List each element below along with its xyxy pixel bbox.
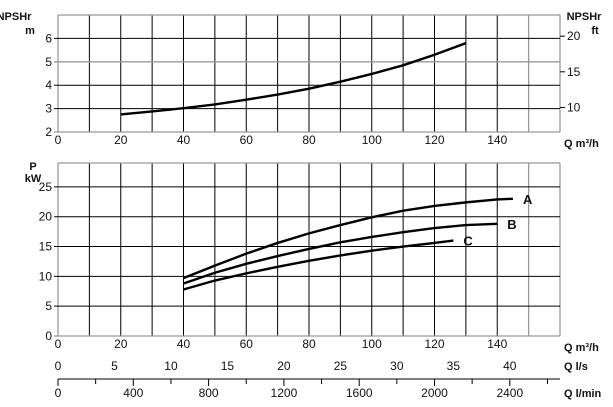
- power-x-axis-label: Q m³/h: [564, 342, 599, 354]
- npsh-y-label-line1: NPSHr: [0, 11, 32, 23]
- power-y-label-line1: P: [29, 161, 36, 173]
- npsh-y-tick-label: 2: [45, 125, 52, 139]
- ls-tick-label: 40: [503, 359, 517, 373]
- power-x-tick-label: 100: [362, 337, 382, 351]
- power-curve-label-B: B: [507, 217, 516, 232]
- ls-tick-label: 10: [164, 359, 178, 373]
- ls-tick-label: 20: [277, 359, 291, 373]
- power-y-tick-label: 5: [45, 299, 52, 313]
- npsh-x-tick-label: 140: [487, 133, 507, 147]
- power-x-tick-label: 40: [177, 337, 191, 351]
- npsh-y-label-line2: m: [25, 25, 35, 37]
- power-y-tick-label: 0: [45, 329, 52, 343]
- lmin-tick-label: 400: [123, 386, 143, 400]
- npsh-x-tick-label: 20: [114, 133, 128, 147]
- power-y-tick-label: 15: [39, 240, 53, 254]
- npsh-x-tick-label: 80: [302, 133, 316, 147]
- npsh-x-tick-label: 60: [240, 133, 254, 147]
- lmin-tick-label: 2000: [421, 386, 448, 400]
- ls-tick-label: 30: [390, 359, 404, 373]
- power-curve-C: [183, 239, 454, 291]
- power-curve-A: [183, 197, 513, 280]
- power-curve-label-A: A: [523, 192, 533, 207]
- npsh-x-tick-label: 120: [424, 133, 444, 147]
- lmin-tick-label: 800: [199, 386, 219, 400]
- npsh-ft-tick-label: 20: [567, 29, 581, 43]
- npsh-right-label-line1: NPSHr: [567, 11, 603, 23]
- npsh-y-tick-label: 4: [45, 78, 52, 92]
- power-x-tick-label: 120: [424, 337, 444, 351]
- ls-tick-label: 15: [221, 359, 235, 373]
- ls-tick-label: 35: [447, 359, 461, 373]
- power-y-tick-label: 20: [39, 210, 53, 224]
- npsh-right-label-line2: ft: [591, 25, 599, 37]
- npsh-y-tick-label: 6: [45, 31, 52, 45]
- power-y-label-line2: kW: [25, 173, 42, 185]
- lmin-tick-label: 1200: [271, 386, 298, 400]
- npsh-y-tick-label: 5: [45, 55, 52, 69]
- npsh-x-tick-label: 0: [55, 133, 62, 147]
- lmin-axis-label: Q l/min: [564, 388, 602, 400]
- power-x-tick-label: 60: [240, 337, 254, 351]
- lmin-tick-label: 2400: [496, 386, 523, 400]
- npsh-x-tick-label: 40: [177, 133, 191, 147]
- power-y-tick-label: 10: [39, 269, 53, 283]
- ls-tick-label: 25: [334, 359, 348, 373]
- npsh-x-tick-label: 100: [362, 133, 382, 147]
- ls-tick-label: 5: [111, 359, 118, 373]
- npsh-curve: [120, 41, 467, 116]
- power-curve-B: [183, 222, 498, 285]
- npsh-ft-tick-label: 15: [567, 65, 581, 79]
- power-x-tick-label: 140: [487, 337, 507, 351]
- npsh-ft-tick-label: 10: [567, 100, 581, 114]
- power-x-tick-label: 0: [55, 337, 62, 351]
- power-y-tick-label: 25: [39, 180, 53, 194]
- power-x-tick-label: 20: [114, 337, 128, 351]
- npsh-y-tick-label: 3: [45, 102, 52, 116]
- ls-tick-label: 0: [55, 359, 62, 373]
- lmin-tick-label: 0: [55, 386, 62, 400]
- power-x-tick-label: 80: [302, 337, 316, 351]
- npsh-x-axis-label: Q m³/h: [564, 138, 599, 150]
- lmin-tick-label: 1600: [346, 386, 373, 400]
- power-curve-label-C: C: [463, 234, 473, 249]
- ls-axis-label: Q l/s: [564, 361, 588, 373]
